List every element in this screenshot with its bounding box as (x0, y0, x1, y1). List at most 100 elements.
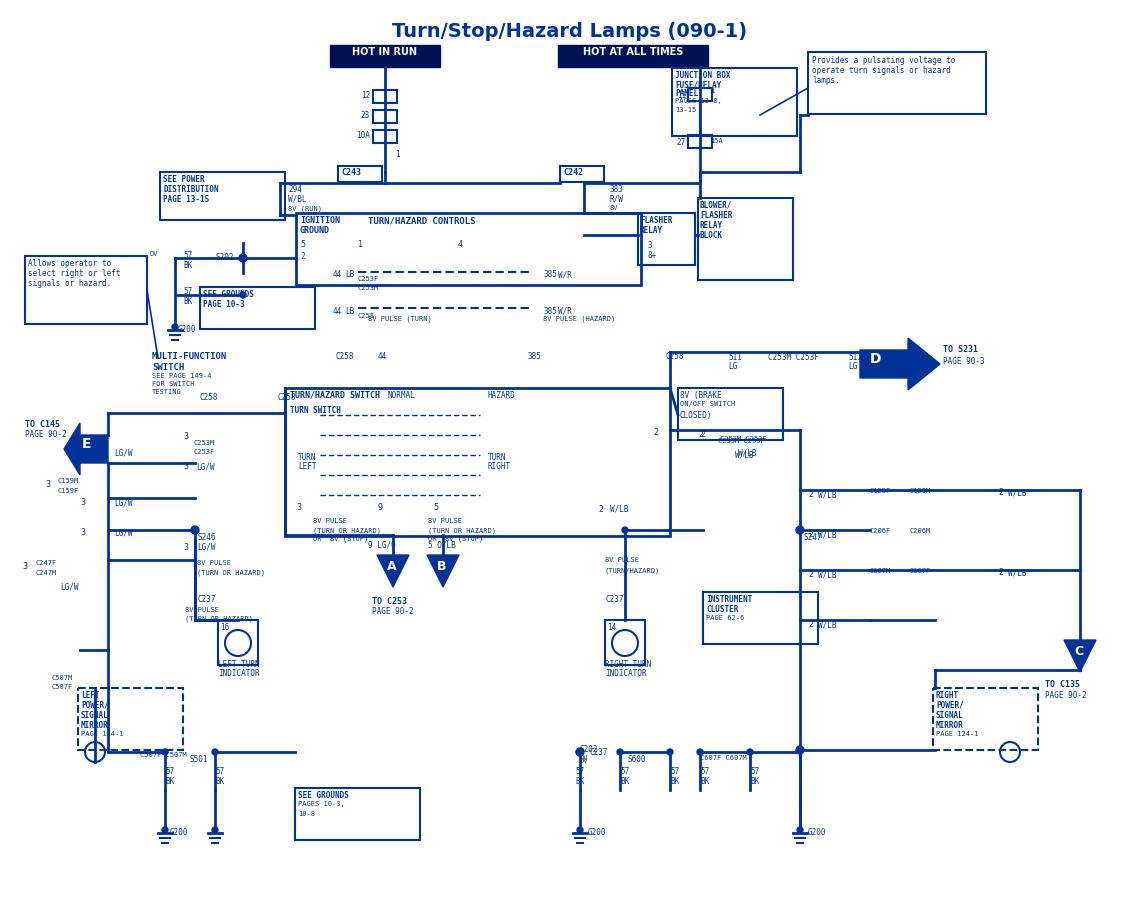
Text: PAGE 90-3: PAGE 90-3 (942, 357, 985, 366)
Text: 294: 294 (288, 185, 302, 194)
Text: 9 LG/O: 9 LG/O (369, 540, 396, 549)
Text: RIGHT: RIGHT (488, 462, 511, 471)
Text: 9: 9 (378, 503, 383, 512)
Text: LG/W: LG/W (114, 528, 132, 537)
Text: BK: BK (183, 297, 192, 306)
Text: LG/W: LG/W (197, 543, 216, 552)
Text: 511: 511 (728, 353, 742, 362)
Text: LB: LB (345, 270, 354, 279)
Text: SWITCH: SWITCH (152, 363, 184, 372)
Circle shape (622, 527, 628, 533)
Text: DV: DV (149, 251, 159, 257)
Circle shape (617, 749, 623, 755)
Text: C237: C237 (590, 748, 608, 757)
Text: LG/W: LG/W (196, 462, 215, 471)
Text: C159F: C159F (869, 488, 891, 494)
Text: INDICATOR: INDICATOR (605, 669, 647, 678)
Text: TURN: TURN (488, 453, 507, 462)
Text: A: A (387, 560, 397, 573)
Circle shape (798, 827, 803, 833)
Text: OR '8V (STOP): OR '8V (STOP) (428, 536, 484, 543)
Text: SEE GROUNDS: SEE GROUNDS (298, 791, 349, 800)
Text: 5: 5 (300, 240, 305, 249)
Bar (78, 688, 183, 750)
Bar (285, 388, 670, 536)
Circle shape (240, 292, 246, 298)
Text: TO C145: TO C145 (25, 420, 60, 429)
Text: PAGE 124-1: PAGE 124-1 (81, 731, 123, 737)
Text: BK: BK (183, 261, 192, 270)
Text: MIRROR: MIRROR (936, 721, 964, 730)
Text: DV: DV (580, 755, 589, 761)
Text: TO C253: TO C253 (372, 597, 407, 606)
Text: W/LB: W/LB (818, 530, 836, 539)
Text: BK: BK (165, 777, 175, 786)
Text: W/LB: W/LB (818, 620, 836, 629)
Bar (373, 130, 397, 143)
Text: RELAY: RELAY (699, 221, 723, 230)
Text: 13-15: 13-15 (675, 107, 696, 113)
Text: W/LB: W/LB (1008, 568, 1027, 577)
Text: 2: 2 (998, 488, 1003, 497)
Text: GROUND: GROUND (300, 226, 330, 235)
Text: C242: C242 (563, 168, 583, 177)
Text: 27: 27 (677, 138, 686, 147)
Text: 385: 385 (528, 352, 542, 361)
Text: LG/W: LG/W (114, 448, 132, 457)
Text: PAGES 13-8,: PAGES 13-8, (675, 98, 722, 104)
Text: Allows operator to: Allows operator to (29, 259, 112, 268)
Text: TURN/HAZARD CONTROLS: TURN/HAZARD CONTROLS (369, 216, 476, 225)
Circle shape (162, 749, 168, 755)
Text: W/LB: W/LB (610, 505, 629, 514)
Text: NORMAL: NORMAL (388, 391, 415, 400)
Text: LEFT: LEFT (298, 462, 316, 471)
Text: S246: S246 (197, 533, 216, 542)
Circle shape (191, 526, 199, 534)
Text: E: E (82, 437, 91, 451)
Text: SEE PAGE 149-4: SEE PAGE 149-4 (152, 373, 211, 379)
Text: (TURN/HAZARD): (TURN/HAZARD) (605, 567, 661, 573)
Text: 8V: 8V (610, 205, 618, 211)
Text: TO C135: TO C135 (1045, 680, 1081, 689)
Text: 385: 385 (543, 307, 557, 316)
Text: TURN SWITCH: TURN SWITCH (290, 406, 341, 415)
Text: C247M: C247M (35, 570, 56, 576)
Text: C258: C258 (665, 352, 683, 361)
Text: PAGE 90-2: PAGE 90-2 (372, 607, 414, 616)
Bar (558, 45, 709, 67)
Text: 2: 2 (698, 430, 703, 439)
Text: C253F: C253F (193, 449, 215, 455)
Text: 2: 2 (300, 252, 305, 261)
Bar (688, 88, 712, 101)
Text: W/R: W/R (558, 270, 572, 279)
Text: 2: 2 (808, 490, 814, 499)
Bar (296, 788, 420, 840)
Text: 57: 57 (750, 767, 759, 776)
Text: 14: 14 (607, 623, 616, 632)
Bar (373, 110, 397, 123)
Text: LEFT: LEFT (81, 691, 99, 700)
Text: PAGE 124-1: PAGE 124-1 (936, 731, 979, 737)
Text: C206F: C206F (869, 528, 891, 534)
Text: SEE POWER: SEE POWER (163, 175, 204, 184)
Text: 44: 44 (333, 270, 342, 279)
Text: TURN: TURN (298, 453, 316, 462)
Text: DISTRIBUTION: DISTRIBUTION (163, 185, 218, 194)
Text: C607M: C607M (869, 568, 891, 574)
Text: 8+: 8+ (648, 251, 657, 260)
Text: 3: 3 (80, 448, 84, 457)
Text: W/LB: W/LB (818, 490, 836, 499)
Bar (698, 198, 793, 280)
Text: 511: 511 (848, 353, 861, 362)
Text: JUNCTION BOX: JUNCTION BOX (675, 71, 730, 80)
Polygon shape (1065, 640, 1097, 672)
Text: 3: 3 (296, 503, 301, 512)
Circle shape (212, 827, 218, 833)
Text: SIGNAL: SIGNAL (936, 711, 964, 720)
Text: BK: BK (620, 777, 629, 786)
Circle shape (667, 749, 673, 755)
Text: 57: 57 (183, 287, 192, 296)
Text: OR '8V (STOP): OR '8V (STOP) (313, 536, 369, 543)
Text: W/LB: W/LB (818, 570, 836, 579)
Text: LG: LG (728, 362, 737, 371)
